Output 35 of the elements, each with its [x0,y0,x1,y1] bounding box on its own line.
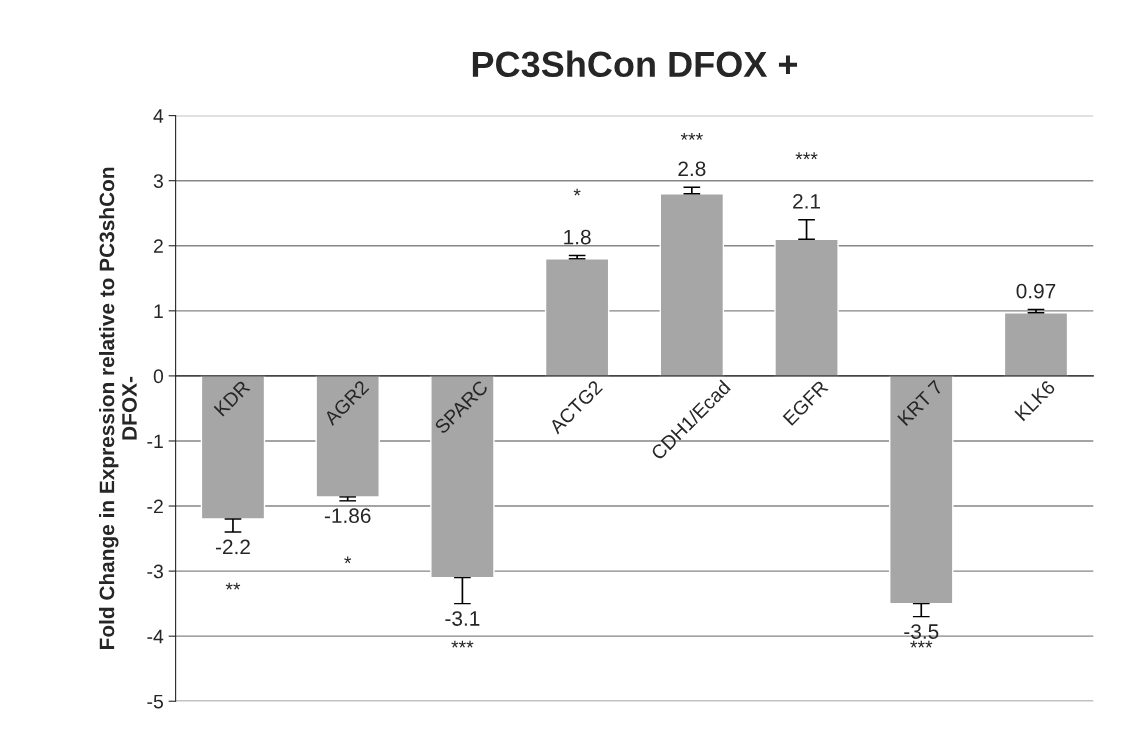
bar [544,258,610,377]
data-label: 2.1 [793,193,821,209]
y-tick-label: -1 [147,434,163,449]
annotation: ** [225,582,241,590]
annotation: *** [451,640,474,648]
data-label: 0.97 [1016,283,1056,299]
y-tick-label: 0 [153,369,164,384]
bar [659,193,725,377]
y-tick-label: 4 [153,109,164,123]
annotation: *** [680,133,703,140]
bar [1003,312,1069,377]
y-tick-label: 2 [153,239,163,253]
y-tick-label: 3 [153,174,163,188]
bar [200,375,266,520]
data-label: -3.1 [445,611,480,626]
chart-title: PC3ShCon DFOX + [472,50,798,78]
y-tick-label: 1 [154,304,163,318]
annotation: * [344,556,352,564]
y-tick-label: -4 [147,629,164,644]
annotation: * [573,188,581,196]
data-label: -1.86 [324,508,371,524]
y-axis-title: Fold Change in Expression relative to PC3shCon DFOX- [99,167,137,649]
data-label: 1.8 [564,229,591,245]
data-label: 2.8 [678,161,706,177]
data-label: -3.5 [904,624,939,639]
bar [430,375,495,579]
bar [315,375,380,498]
data-label: -2.2 [215,539,250,555]
y-tick-label: -2 [147,499,163,514]
annotation: *** [910,640,933,648]
y-tick-label: -3 [147,564,163,579]
annotation: *** [795,152,818,160]
y-tick-label: -5 [147,694,163,709]
bar [889,375,954,605]
bar [774,238,839,377]
